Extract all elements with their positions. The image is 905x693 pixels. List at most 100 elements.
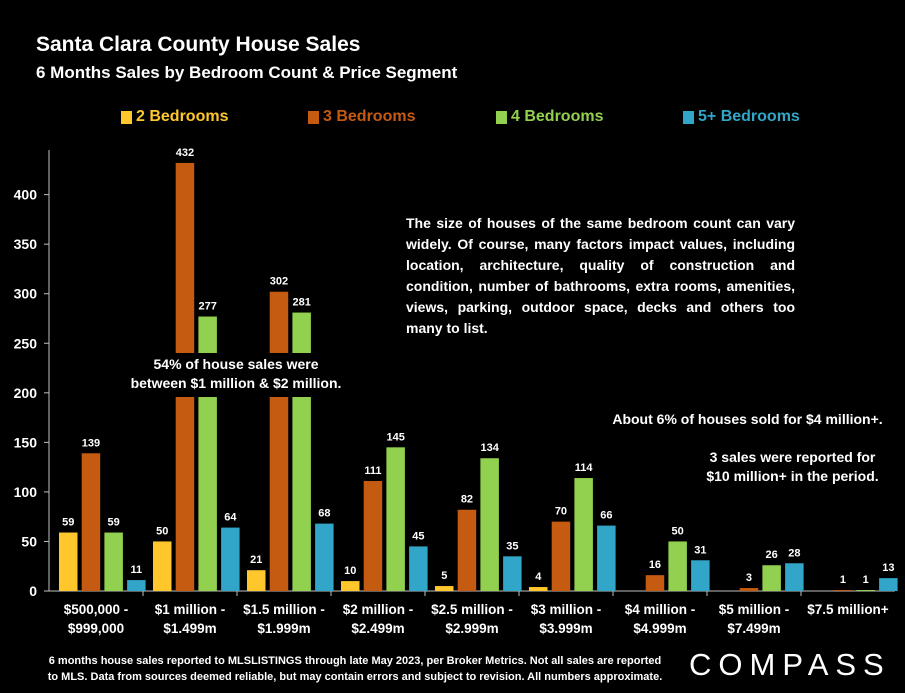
- callout-10m-line1: 3 sales were reported for: [709, 449, 876, 465]
- legend-label-3-bedrooms: 3 Bedrooms: [323, 108, 416, 125]
- data-label: 3: [746, 572, 752, 584]
- data-label: 1: [840, 574, 846, 586]
- data-label: 70: [555, 506, 567, 518]
- bar: [574, 478, 593, 591]
- data-label: 45: [412, 530, 424, 542]
- data-label: 277: [198, 301, 216, 313]
- legend-swatch-2-bedrooms: [121, 110, 132, 124]
- bar: [247, 570, 266, 591]
- data-label: 11: [131, 564, 143, 576]
- bar: [529, 587, 548, 591]
- data-label: 59: [108, 517, 120, 529]
- bar: [503, 556, 522, 591]
- y-tick-label: 300: [14, 286, 38, 302]
- x-tick-label: $2 million -: [343, 602, 414, 617]
- x-tick-label: $4.999m: [633, 621, 686, 636]
- chart-subtitle: 6 Months Sales by Bedroom Count & Price …: [36, 63, 458, 82]
- data-label: 13: [882, 562, 894, 574]
- bar: [739, 588, 759, 591]
- bar: [691, 560, 710, 591]
- x-tick-label: $1 million -: [155, 602, 226, 617]
- y-tick-label: 100: [14, 484, 38, 500]
- callout-54-line2: between $1 million & $2 million.: [130, 375, 342, 391]
- bar: [269, 291, 289, 591]
- data-label: 31: [694, 544, 706, 556]
- callout-54-line1: 54% of house sales were: [153, 356, 319, 372]
- bar: [81, 453, 101, 591]
- bar: [879, 578, 898, 591]
- legend-item-5-bedrooms: 5+ Bedrooms: [683, 108, 800, 126]
- bar: [435, 586, 454, 591]
- data-label: 16: [649, 559, 661, 571]
- bar: [409, 546, 428, 591]
- y-tick-label: 400: [14, 187, 38, 203]
- bar: [551, 521, 571, 591]
- data-label: 145: [386, 431, 404, 443]
- x-tick-label: $3 million -: [531, 602, 602, 617]
- data-label: 21: [250, 554, 262, 566]
- bar: [480, 458, 499, 591]
- data-label: 50: [156, 525, 168, 537]
- x-tick-label: $5 million -: [719, 602, 790, 617]
- footnote-line2: to MLS. Data from sources deemed reliabl…: [47, 671, 663, 683]
- x-tick-label: $1.5 million -: [243, 602, 325, 617]
- bar: [341, 581, 360, 591]
- x-tick-label: $2.499m: [351, 621, 404, 636]
- bar: [457, 509, 477, 591]
- x-tick-label: $2.5 million -: [431, 602, 513, 617]
- data-label: 139: [82, 437, 100, 449]
- data-label: 134: [480, 442, 499, 454]
- data-label: 26: [766, 549, 778, 561]
- x-tick-label: $7.5 million+: [807, 602, 889, 617]
- bar: [668, 541, 687, 591]
- data-label: 82: [461, 494, 473, 506]
- footnote-line1: 6 months house sales reported to MLSLIST…: [48, 655, 662, 667]
- callout-54-percent: 54% of house sales were between $1 milli…: [120, 353, 352, 397]
- data-label: 111: [364, 465, 381, 477]
- data-label: 50: [672, 525, 684, 537]
- legend-item-3-bedrooms: 3 Bedrooms: [308, 108, 415, 126]
- legend-swatch-3-bedrooms: [308, 110, 319, 124]
- x-tick-label: $1.999m: [257, 621, 310, 636]
- data-label: 302: [270, 276, 288, 288]
- data-label: 59: [62, 517, 74, 529]
- data-label: 66: [600, 510, 612, 522]
- y-tick-label: 200: [14, 385, 38, 401]
- data-label: 64: [224, 512, 237, 524]
- bar: [597, 525, 616, 591]
- bar: [104, 532, 123, 591]
- y-tick-label: 350: [14, 236, 38, 252]
- legend-label-5-bedrooms: 5+ Bedrooms: [698, 108, 800, 125]
- data-label: 432: [176, 147, 194, 159]
- size-note: The size of houses of the same bedroom c…: [406, 215, 795, 336]
- y-tick-label: 150: [14, 434, 38, 450]
- bar: [386, 447, 405, 591]
- bar: [59, 532, 78, 591]
- data-label: 68: [318, 508, 330, 520]
- legend-swatch-4-bedrooms: [496, 110, 507, 124]
- x-tick-label: $3.999m: [539, 621, 592, 636]
- bar: [221, 527, 240, 591]
- callout-10-million: 3 sales were reported for $10 million+ i…: [690, 448, 895, 486]
- y-tick-label: 250: [14, 335, 38, 351]
- y-tick-label: 50: [21, 533, 37, 549]
- data-label: 281: [292, 297, 310, 309]
- y-tick-label: 0: [29, 583, 37, 599]
- x-tick-label: $1.499m: [163, 621, 216, 636]
- bar: [785, 563, 804, 591]
- footnote: 6 months house sales reported to MLSLIST…: [30, 653, 680, 685]
- x-tick-label: $999,000: [68, 621, 124, 636]
- data-label: 28: [788, 547, 800, 559]
- legend-label-2-bedrooms: 2 Bedrooms: [136, 108, 229, 125]
- data-label: 1: [863, 574, 869, 586]
- x-tick-label: $7.499m: [727, 621, 780, 636]
- bar: [762, 565, 781, 591]
- legend-item-4-bedrooms: 4 Bedrooms: [496, 108, 603, 126]
- data-label: 35: [506, 540, 518, 552]
- bar: [153, 541, 172, 591]
- data-label: 114: [575, 462, 594, 474]
- compass-logo: COMPASS: [689, 647, 891, 682]
- legend-item-2-bedrooms: 2 Bedrooms: [121, 108, 228, 126]
- data-label: 5: [441, 570, 447, 582]
